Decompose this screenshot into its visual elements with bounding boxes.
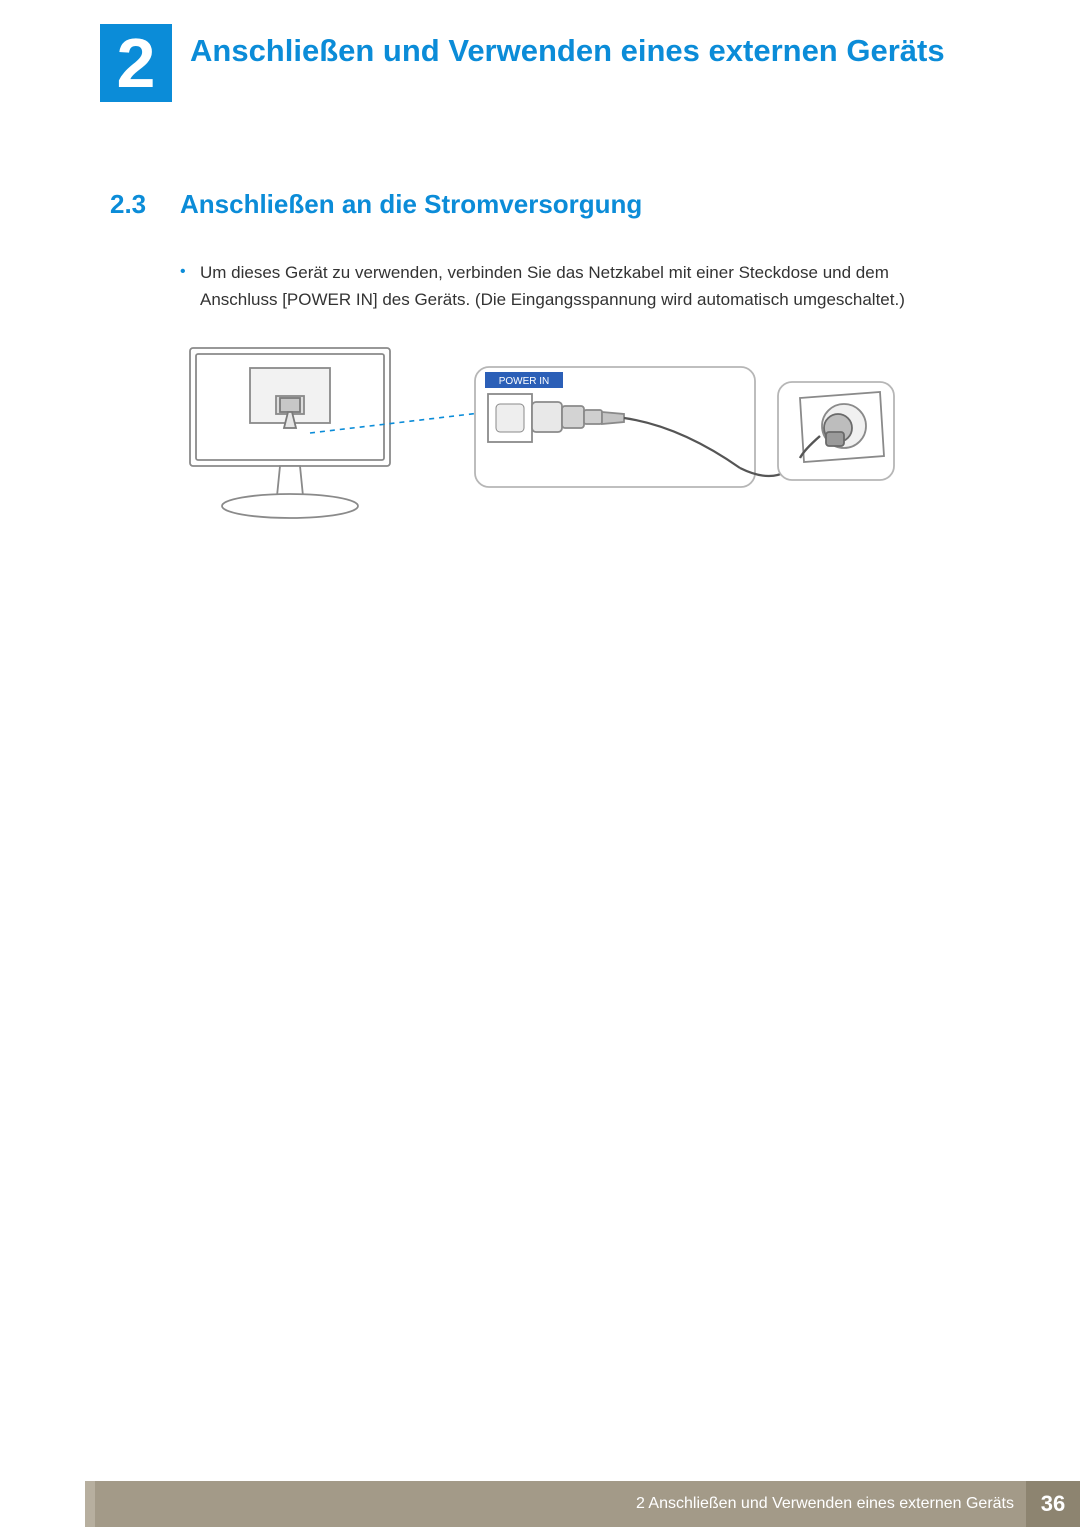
body-content: 2.3 Anschließen an die Stromversorgung •… [0, 69, 1080, 528]
section-heading: 2.3 Anschließen an die Stromversorgung [110, 189, 970, 220]
section-number: 2.3 [110, 189, 180, 220]
footer-accent [85, 1481, 95, 1527]
footer-text: 2 Anschließen und Verwenden eines extern… [636, 1495, 1014, 1513]
power-in-label: POWER IN [499, 376, 550, 387]
page-number: 36 [1041, 1491, 1065, 1517]
page: 2 Anschließen und Verwenden eines extern… [0, 0, 1080, 1527]
bullet-row: • Um dieses Gerät zu verwenden, verbinde… [180, 260, 970, 313]
section-title: Anschließen an die Stromversorgung [180, 189, 642, 220]
chapter-number-box: 2 [100, 24, 172, 102]
monitor-icon [190, 348, 390, 518]
chapter-header: 2 Anschließen und Verwenden eines extern… [0, 0, 1080, 69]
chapter-title: Anschließen und Verwenden eines externen… [190, 20, 1000, 69]
chapter-number: 2 [117, 28, 156, 98]
footer: 2 Anschließen und Verwenden eines extern… [0, 1481, 1080, 1527]
bullet-block: • Um dieses Gerät zu verwenden, verbinde… [110, 260, 970, 313]
page-number-box: 36 [1026, 1481, 1080, 1527]
bullet-icon: • [180, 260, 200, 313]
footer-bar: 2 Anschließen und Verwenden eines extern… [85, 1481, 1080, 1527]
bullet-text: Um dieses Gerät zu verwenden, verbinden … [200, 260, 970, 313]
wall-outlet-icon [778, 382, 894, 480]
figure: POWER IN [110, 338, 970, 528]
power-connection-diagram: POWER IN [180, 338, 900, 528]
cable-detail-icon: POWER IN [475, 367, 755, 487]
